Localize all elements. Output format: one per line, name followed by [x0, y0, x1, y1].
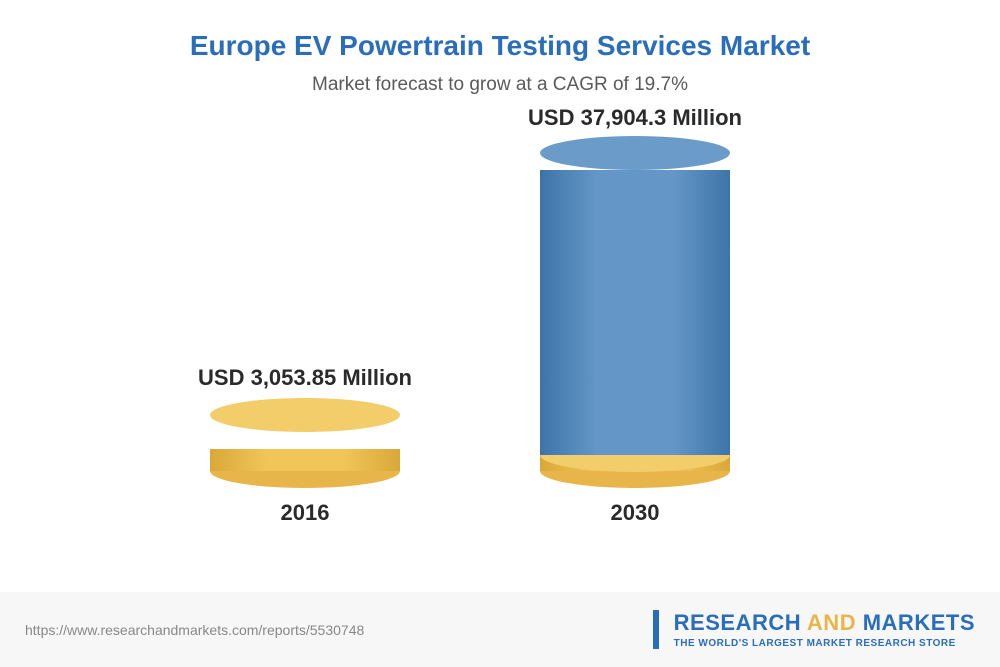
source-url: https://www.researchandmarkets.com/repor… — [25, 622, 364, 638]
logo-word-and: AND — [807, 610, 856, 635]
chart-area: USD 3,053.85 Million 2016 USD 37,904.3 M… — [0, 106, 1000, 546]
value-label-2016: USD 3,053.85 Million — [155, 365, 455, 391]
logo-word-research: RESEARCH — [674, 610, 801, 635]
year-label-2016: 2016 — [205, 500, 405, 526]
chart-subtitle: Market forecast to grow at a CAGR of 19.… — [0, 74, 1000, 96]
footer: https://www.researchandmarkets.com/repor… — [0, 592, 1000, 667]
value-label-2030: USD 37,904.3 Million — [485, 105, 785, 131]
year-label-2030: 2030 — [535, 500, 735, 526]
chart-title: Europe EV Powertrain Testing Services Ma… — [0, 0, 1000, 62]
logo-word-markets: MARKETS — [863, 610, 975, 635]
cylinder-2030 — [540, 153, 730, 471]
brand-logo: RESEARCH AND MARKETS THE WORLD'S LARGEST… — [653, 610, 975, 649]
cylinder-2016 — [210, 415, 400, 471]
brand-name: RESEARCH AND MARKETS — [674, 610, 975, 636]
brand-tagline: THE WORLD'S LARGEST MARKET RESEARCH STOR… — [674, 638, 956, 649]
